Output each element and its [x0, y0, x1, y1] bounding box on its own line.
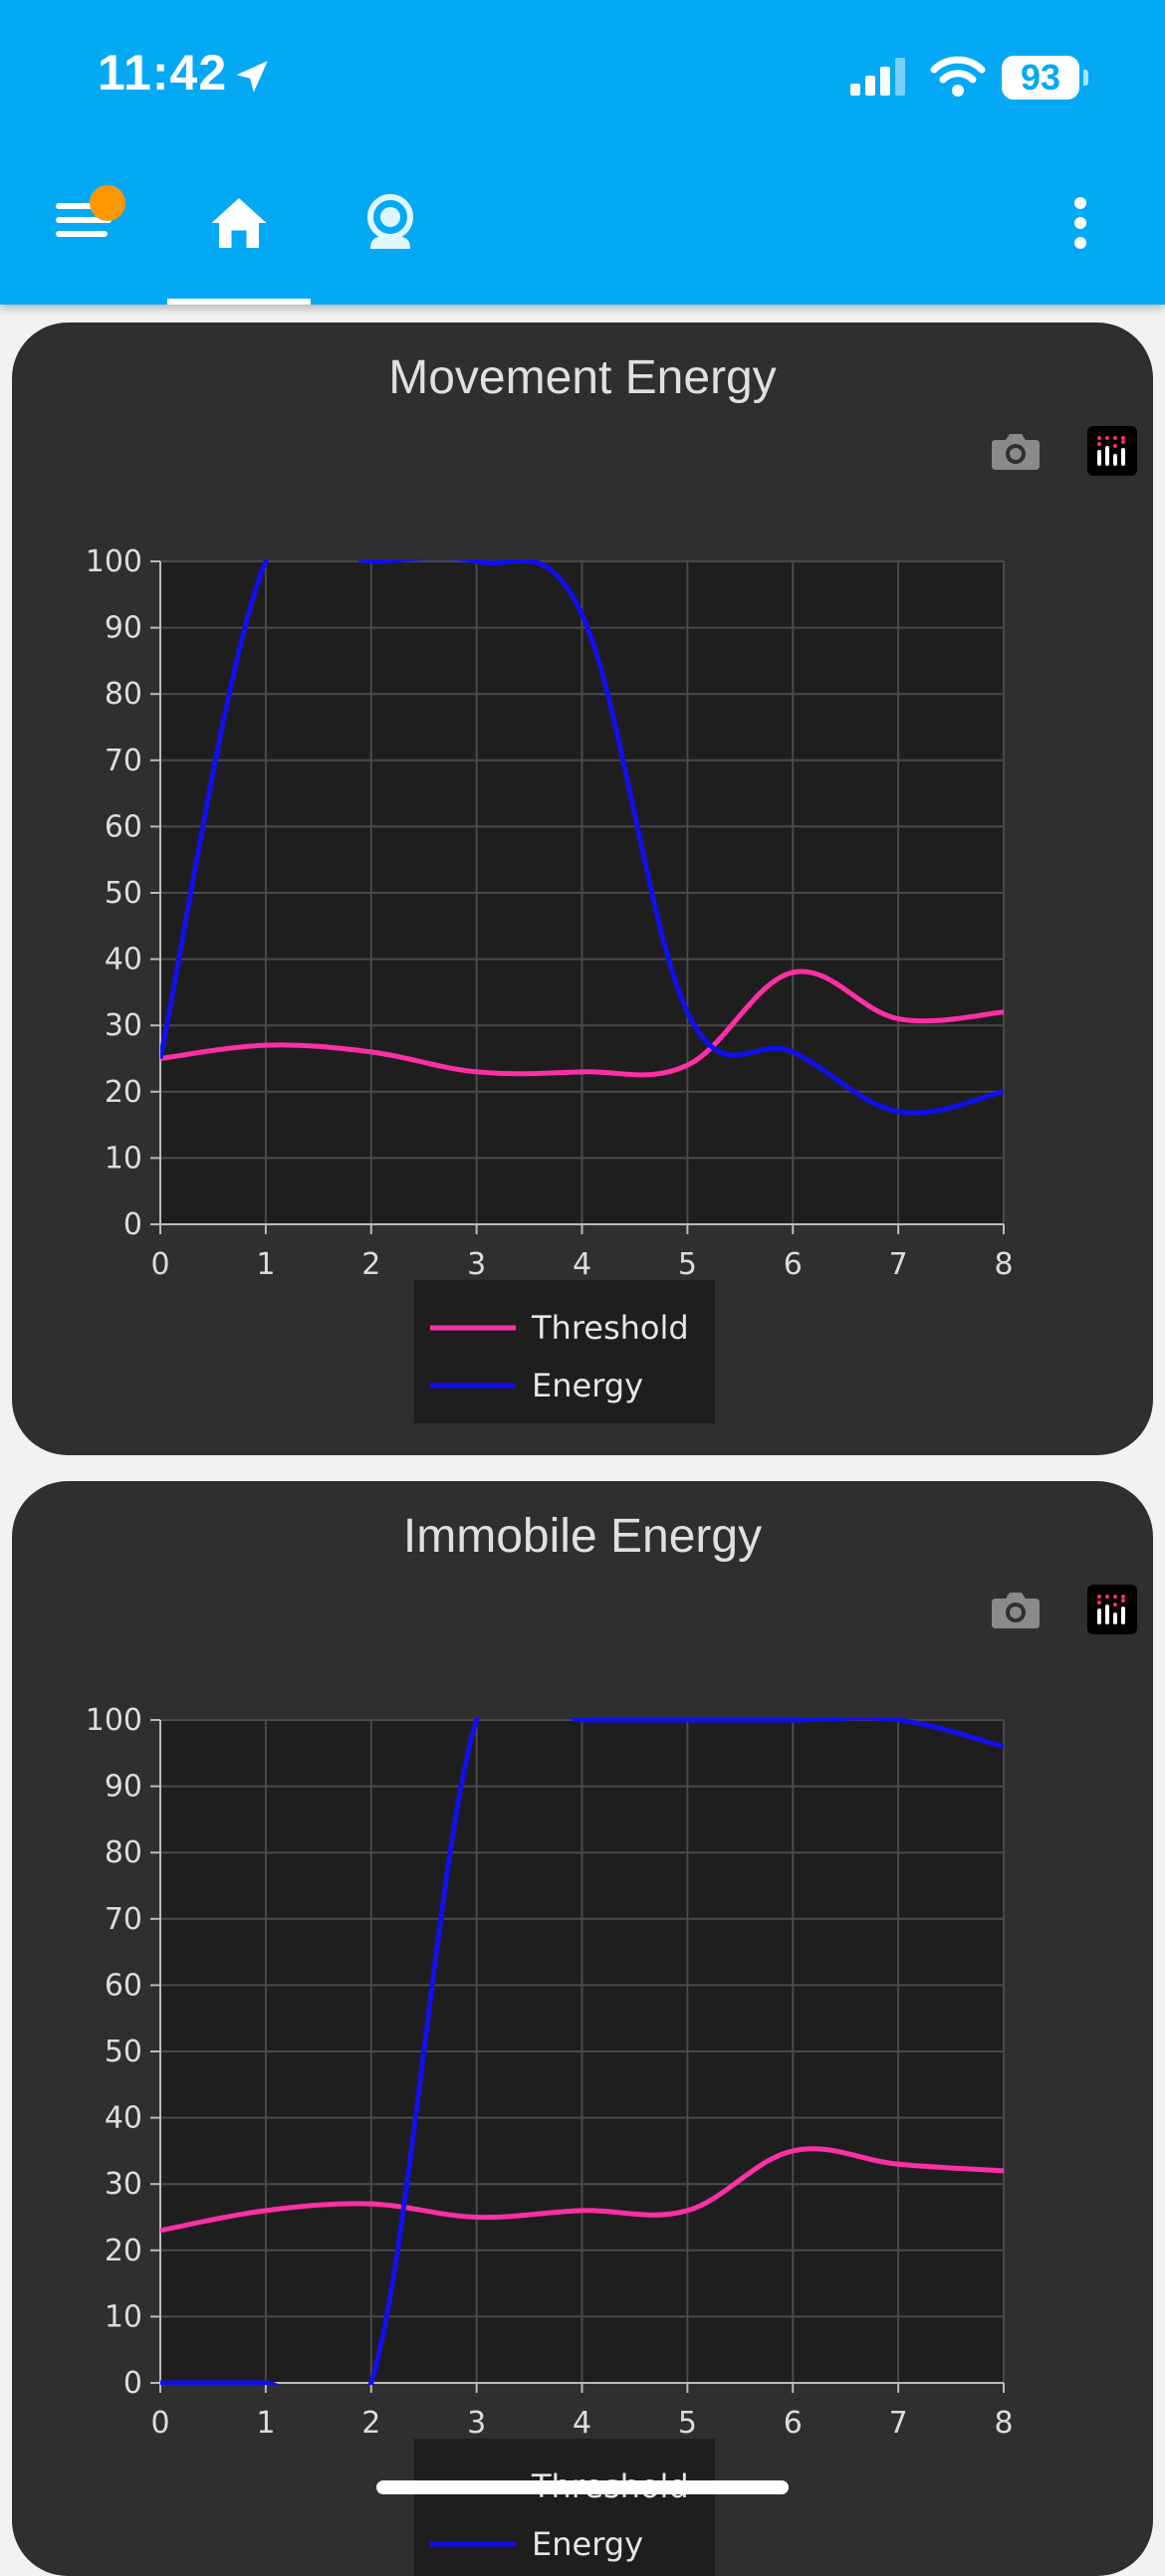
- camera-icon[interactable]: [990, 1587, 1042, 1630]
- x-tick-label: 1: [256, 2406, 275, 2441]
- x-tick-label: 4: [573, 2406, 591, 2441]
- y-tick-label: 40: [105, 2101, 142, 2136]
- y-tick-label: 60: [105, 809, 142, 844]
- plotly-logo-icon[interactable]: [1087, 1585, 1137, 1634]
- movement-energy-chart: 0 10 20 30 40 50 60 70 80 90 100 0 1 2 3 4 5 6 7 8 Threshold…: [86, 544, 1014, 1423]
- x-tick-label: 7: [889, 2406, 908, 2441]
- status-time: 11:42: [98, 45, 228, 101]
- y-tick-label: 20: [105, 2234, 142, 2268]
- home-icon: [211, 198, 267, 248]
- series-line-threshold: [160, 968, 1004, 1078]
- y-tick-label: 0: [123, 1207, 142, 1242]
- legend-label: Threshold: [531, 1309, 689, 1347]
- x-tick-label: 5: [678, 2406, 697, 2441]
- y-tick-label: 30: [105, 1008, 142, 1043]
- webcam-icon: [367, 194, 413, 249]
- location-arrow-icon: [236, 61, 268, 93]
- y-tick-label: 70: [105, 744, 142, 778]
- x-tick-label: 8: [994, 1247, 1013, 1282]
- y-tick-label: 100: [86, 544, 142, 579]
- x-tick-label: 0: [150, 2406, 169, 2441]
- y-tick-label: 90: [105, 1770, 142, 1805]
- x-tick-label: 0: [150, 1247, 169, 1282]
- y-tick-label: 50: [105, 2035, 142, 2069]
- tab-home[interactable]: [167, 169, 311, 305]
- x-tick-label: 4: [573, 1247, 591, 1282]
- x-tick-label: 2: [361, 2406, 380, 2441]
- y-tick-label: 10: [105, 2299, 142, 2334]
- y-tick-label: 10: [105, 1141, 142, 1176]
- more-vert-icon[interactable]: [1065, 195, 1095, 251]
- x-tick-label: 1: [256, 1247, 275, 1282]
- app-bar: 11:42 93: [0, 0, 1165, 305]
- series-line-threshold: [160, 2146, 1004, 2234]
- y-tick-label: 20: [105, 1075, 142, 1110]
- x-tick-label: 2: [361, 1247, 380, 1282]
- movement-energy-card: Movement Energy 0 10 20 30 40 50 60 70 80 90 100 0 1…: [12, 322, 1153, 1455]
- active-tab-indicator: [167, 299, 311, 305]
- y-tick-label: 40: [105, 943, 142, 977]
- y-tick-label: 100: [86, 1703, 142, 1738]
- x-tick-label: 6: [784, 1247, 803, 1282]
- chart-title: Immobile Energy: [402, 1510, 763, 1563]
- y-tick-label: 80: [105, 677, 142, 712]
- y-tick-label: 90: [105, 611, 142, 646]
- legend-box: [414, 1280, 715, 1423]
- y-tick-label: 50: [105, 876, 142, 911]
- series-line-energy: [160, 1718, 1004, 2385]
- immobile-energy-card: Immobile Energy 0 10 20 30 40 50 60 70 80 90 100 0 1…: [12, 1481, 1153, 2576]
- home-indicator: [376, 2480, 789, 2494]
- y-tick-label: 0: [123, 2366, 142, 2401]
- x-tick-label: 7: [889, 1247, 908, 1282]
- y-tick-label: 30: [105, 2167, 142, 2202]
- x-tick-label: 8: [994, 2406, 1013, 2441]
- plotly-logo-icon[interactable]: [1087, 426, 1137, 476]
- series-line-energy: [160, 559, 1004, 1116]
- x-tick-label: 5: [678, 1247, 697, 1282]
- y-tick-label: 70: [105, 1902, 142, 1937]
- signal-icon: [850, 58, 905, 96]
- x-tick-label: 3: [467, 2406, 486, 2441]
- camera-icon[interactable]: [990, 428, 1042, 472]
- notification-dot: [90, 185, 125, 221]
- x-tick-label: 6: [784, 2406, 803, 2441]
- legend: Threshold Energy: [414, 1280, 715, 1423]
- legend-label: Energy: [532, 2525, 643, 2563]
- battery-indicator: 93: [1002, 56, 1079, 100]
- immobile-energy-chart: 0 10 20 30 40 50 60 70 80 90 100 0 1 2 3 4 5 6 7 8 Threshold…: [86, 1703, 1014, 2576]
- wifi-icon: [930, 56, 986, 97]
- tab-camera[interactable]: [343, 169, 442, 279]
- legend-label: Energy: [532, 1367, 643, 1404]
- x-tick-label: 3: [467, 1247, 486, 1282]
- battery-nub: [1083, 70, 1088, 86]
- y-tick-label: 80: [105, 1835, 142, 1870]
- y-tick-label: 60: [105, 1968, 142, 2003]
- chart-title: Movement Energy: [388, 351, 777, 404]
